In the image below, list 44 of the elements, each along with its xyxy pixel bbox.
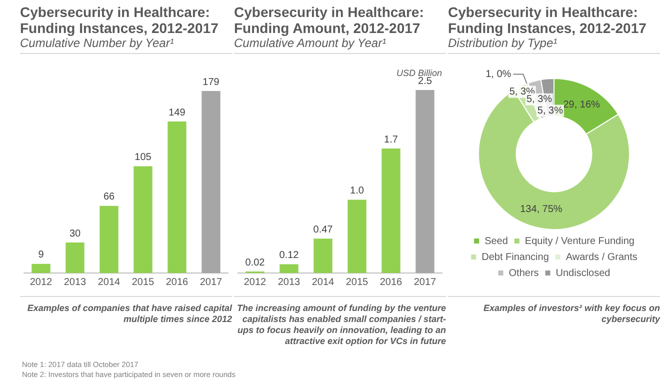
chart-subtitle: Cumulative Amount by Year¹ [234, 36, 446, 54]
chart-title: Cybersecurity in Healthcare: Funding Instances, 2012-2017 [20, 4, 220, 36]
chart-subtitle: Distribution by Type¹ [448, 36, 660, 54]
chart-subtitle: Cumulative Number by Year¹ [20, 36, 232, 54]
legend-label: Seed [484, 236, 508, 247]
data-label: 2.5 [418, 76, 432, 87]
data-label: 66 [103, 192, 115, 203]
legend-label: Undisclosed [556, 268, 610, 279]
data-label: 1, 0% [486, 68, 512, 80]
x-tick-label: 2012 [30, 276, 53, 288]
data-label: 0.47 [313, 224, 334, 236]
data-label: 149 [168, 107, 186, 118]
text: The increasing amount of funding by the venture capitalists has enabled small companies / start-ups to focus heavily on innovation, leading to an attractive exit option for VCs in future [234, 296, 446, 347]
x-tick-label: 2017 [200, 276, 223, 288]
text: Examples of companies that have raised capital multiple times since 2012 [20, 296, 232, 325]
x-tick-label: 2016 [166, 276, 189, 288]
data-label: 0.12 [279, 250, 300, 261]
data-label: 30 [69, 228, 81, 240]
x-tick-label: 2015 [132, 276, 155, 288]
y-axis-title: USD Billion [396, 68, 442, 78]
legend-label: Debt Financing [482, 252, 549, 263]
chart-title: Cybersecurity in Healthcare: Funding Amount, 2012-2017 [234, 4, 425, 36]
text: Examples of investors² with key focus on cybersecurity [448, 296, 660, 325]
x-tick-label: 2013 [64, 276, 87, 288]
data-label: 9 [38, 250, 44, 261]
data-label: 29, 16% [563, 99, 600, 110]
x-tick-label: 2013 [278, 276, 301, 288]
legend-label: Others [508, 268, 539, 279]
x-tick-label: 2015 [346, 276, 369, 288]
data-label: 134, 75% [520, 204, 562, 215]
chart-title: Cybersecurity in Healthcare: Funding Instances, 2012-2017 [448, 4, 648, 36]
legend-label: Awards / Grants [566, 252, 638, 263]
data-label: 0.02 [245, 257, 266, 268]
x-tick-label: 2016 [380, 276, 403, 288]
x-tick-label: 2014 [98, 276, 121, 288]
data-label: 105 [134, 152, 152, 163]
x-tick-label: 2017 [414, 276, 437, 288]
x-tick-label: 2014 [312, 276, 335, 288]
x-tick-label: 2012 [244, 276, 267, 288]
data-label: 1.7 [384, 134, 398, 146]
data-label: 1.0 [350, 186, 364, 197]
data-label: 179 [202, 76, 220, 88]
data-label: 5, 3% [537, 106, 564, 117]
legend-label: Equity / Venture Funding [524, 236, 634, 247]
